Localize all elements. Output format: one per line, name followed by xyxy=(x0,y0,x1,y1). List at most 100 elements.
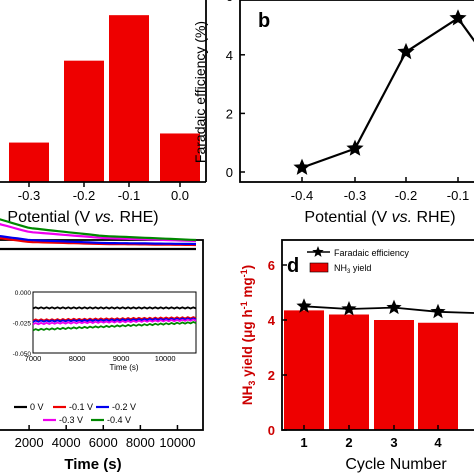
panel-a-bar xyxy=(160,133,200,182)
panel-c-inset-curves xyxy=(32,306,197,332)
panel-b-x-tick-label: -0.2 xyxy=(395,188,417,203)
panel-c-inset-series-line xyxy=(32,318,197,326)
panel-d-y-label: NH3 yield (μg h-1 mg-1) xyxy=(239,265,257,405)
panel-c-inset-series-line xyxy=(32,306,197,310)
panel-b-y-tick-label: 4 xyxy=(226,48,233,63)
panel-c-inset-x-tick-label: 9000 xyxy=(113,354,130,363)
panel-d-legend-star xyxy=(312,246,324,257)
panel-c-inset-y-ticks: 0.000 -0.025 -0.050 xyxy=(13,290,32,358)
panel-c: 0.000 -0.025 -0.050 7000 8000 9000 10000 Time… xyxy=(0,218,204,473)
panel-d-bar xyxy=(329,314,369,430)
panel-b-y-tick-label: 2 xyxy=(226,106,233,121)
panel-c-series-line xyxy=(0,218,197,242)
panel-d-bar xyxy=(284,310,324,430)
panel-d-fe-line xyxy=(296,298,474,319)
panel-c-inset-x-tick-label: 10000 xyxy=(155,354,176,363)
panel-d-bar xyxy=(418,322,458,430)
panel-d-x-label: Cycle Number xyxy=(345,456,447,473)
panel-b-frame xyxy=(239,0,474,183)
panel-c-x-tick-label: 2000 xyxy=(15,435,44,450)
panel-d-legend: Faradaic efficiency NH3 yield xyxy=(307,246,409,275)
panel-c-x-tick-label: 4000 xyxy=(52,435,81,450)
panel-a-x-ticks: -0.3 -0.2 -0.1 0.0 xyxy=(18,182,189,203)
panel-d-x-tick-label: 4 xyxy=(434,435,442,450)
panel-a-x-label: Potential (V vs. RHE) xyxy=(7,209,158,226)
panel-b-x-label: Potential (V vs. RHE) xyxy=(304,209,455,226)
panel-d-x-tick-label: 2 xyxy=(345,435,352,450)
panel-c-legend-label: 0 V xyxy=(30,402,44,412)
panel-d-x-ticks: 1 2 3 4 xyxy=(300,425,442,450)
panel-b-star-point xyxy=(449,9,467,26)
panel-c-series-line xyxy=(0,234,197,246)
panel-c-series-line xyxy=(0,223,197,243)
panel-c-inset-x-tick-label: 8000 xyxy=(69,354,86,363)
panel-c-x-label: Time (s) xyxy=(64,456,121,473)
panel-b-x-tick-label: -0.3 xyxy=(344,188,366,203)
panel-c-inset-series-line xyxy=(32,317,197,323)
panel-d-frame xyxy=(281,239,474,431)
panel-c-x-tick-label: 6000 xyxy=(89,435,118,450)
panel-a-bar xyxy=(109,15,149,182)
panel-a-bar xyxy=(9,142,49,182)
panel-b-star-point xyxy=(293,158,311,175)
panel-c-legend-label: -0.4 V xyxy=(107,415,131,425)
panel-d-legend-swatch xyxy=(309,262,329,273)
panel-c-inset-y-tick-label: 0.000 xyxy=(15,290,32,297)
panel-b-y-label: Faradaic efficiency (%) xyxy=(192,21,208,163)
panel-d-y-tick-label: 2 xyxy=(268,368,275,383)
panel-d-fe-star-point xyxy=(341,301,357,316)
panel-a-x-tick-label: -0.2 xyxy=(73,188,95,203)
panel-c-x-tick-label: 8000 xyxy=(126,435,155,450)
panel-d-bar xyxy=(374,320,414,430)
panel-c-legend-label: -0.1 V xyxy=(69,402,93,412)
panel-d-y-tick-label: 0 xyxy=(268,423,275,438)
panel-c-x-tick-label: 10000 xyxy=(159,435,195,450)
panel-d-fe-star-point xyxy=(296,298,312,313)
panel-b-x-tick-label: -0.4 xyxy=(291,188,313,203)
panel-b-y-tick-label: 6 xyxy=(226,0,233,4)
panel-d-y-tick-label: 4 xyxy=(268,313,276,328)
panel-d-legend-line-label: Faradaic efficiency xyxy=(334,248,409,258)
panel-c-inset-y-tick-label: -0.050 xyxy=(13,351,32,358)
panel-a: -0.3 -0.2 -0.1 0.0 Potential (V vs. RHE) xyxy=(0,0,207,226)
panel-d: d Faradaic efficiency NH3 yield 0 2 4 6 1 2 3… xyxy=(239,239,474,473)
panel-d-legend-bar-label: NH3 yield xyxy=(334,263,371,275)
panel-d-x-tick-label: 1 xyxy=(300,435,307,450)
panel-c-inset-x-label: Time (s) xyxy=(109,363,138,372)
panel-d-fe-series-line xyxy=(303,305,474,314)
panel-b-series-line xyxy=(301,16,474,169)
panel-c-frame xyxy=(0,239,204,431)
panel-b-y-ticks: 0 2 4 6 xyxy=(226,0,245,180)
panel-b-plot xyxy=(293,9,474,175)
panel-a-bars xyxy=(9,15,200,182)
panel-c-inset-y-tick-label: -0.025 xyxy=(13,321,32,328)
panel-b-letter: b xyxy=(258,10,270,32)
panel-c-inset: 0.000 -0.025 -0.050 7000 8000 9000 10000 Time… xyxy=(13,290,197,372)
panel-c-legend: 0 V -0.1 V -0.2 V -0.3 V -0.4 V xyxy=(14,402,136,425)
panel-c-inset-series-line xyxy=(32,321,197,332)
panel-c-inset-series-line xyxy=(32,316,197,322)
panel-c-inset-x-ticks: 7000 8000 9000 10000 xyxy=(25,354,176,363)
panel-b-star-point xyxy=(397,42,415,60)
panel-c-legend-label: -0.3 V xyxy=(59,415,83,425)
panel-d-y-ticks: 0 2 4 6 xyxy=(268,258,287,438)
panel-b-x-ticks: -0.4 -0.3 -0.2 -0.1 xyxy=(291,177,469,203)
panel-d-bars xyxy=(284,310,458,430)
panel-a-x-tick-label: -0.1 xyxy=(118,188,140,203)
panel-b-star-point xyxy=(346,139,364,156)
panel-d-x-tick-label: 3 xyxy=(390,435,397,450)
panel-d-fe-star-point xyxy=(386,299,402,315)
panel-c-legend-label: -0.2 V xyxy=(112,402,136,412)
panel-a-x-tick-label: 0.0 xyxy=(171,188,189,203)
panel-d-fe-star-point xyxy=(430,303,446,319)
panel-b-x-tick-label: -0.1 xyxy=(447,188,469,203)
panel-a-bar xyxy=(64,60,104,182)
panel-b-y-tick-label: 0 xyxy=(226,165,233,180)
panel-a-x-tick-label: -0.3 xyxy=(18,188,40,203)
panel-d-y-tick-label: 6 xyxy=(268,258,275,273)
panel-c-inset-x-tick-label: 7000 xyxy=(25,354,42,363)
panel-c-main-curves xyxy=(0,218,197,251)
panel-c-x-ticks: 2000 4000 6000 8000 10000 xyxy=(15,425,196,450)
